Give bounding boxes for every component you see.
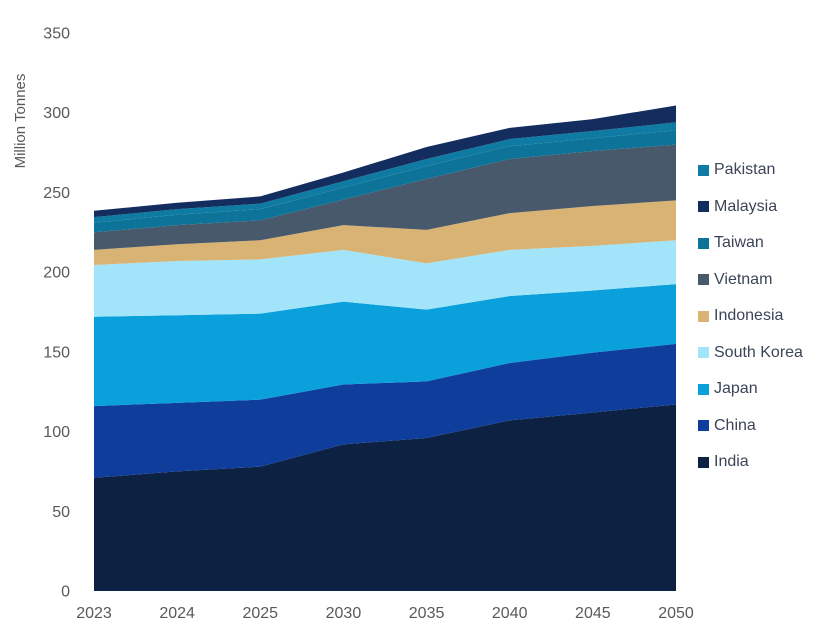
legend-label: Taiwan <box>714 234 764 252</box>
area-series-china <box>94 343 676 478</box>
area-series-taiwan <box>94 130 676 233</box>
area-series-india <box>94 404 676 591</box>
legend-label: Vietnam <box>714 270 773 288</box>
y-axis-tick-label: 250 <box>43 185 70 202</box>
legend-item-south-korea: South Korea <box>698 335 803 372</box>
legend-swatch-icon <box>698 383 709 395</box>
legend-label: South Korea <box>714 343 803 361</box>
legend-label: Indonesia <box>714 307 784 325</box>
y-axis-tick-label: 150 <box>43 344 70 361</box>
x-axis-tick-label: 2050 <box>658 605 694 622</box>
legend-label: Pakistan <box>714 161 776 179</box>
x-axis-tick-label: 2023 <box>76 605 112 622</box>
x-axis-tick-label: 2040 <box>492 605 528 622</box>
y-axis-tick-label: 0 <box>61 584 70 601</box>
legend-label: Malaysia <box>714 197 778 215</box>
area-series-malaysia <box>94 105 676 218</box>
area-series-japan <box>94 284 676 407</box>
x-axis-tick-label: 2024 <box>159 605 195 622</box>
chart-legend: Pakistan Malaysia Taiwan Vietnam Indonesia So… <box>698 152 803 481</box>
y-axis-tick-label: 350 <box>43 26 70 43</box>
legend-label: Japan <box>714 380 758 398</box>
y-axis-tick-label: 50 <box>52 504 70 521</box>
area-series-pakistan <box>94 122 676 223</box>
x-axis-tick-label: 2025 <box>242 605 278 622</box>
x-axis-tick-label: 2045 <box>575 605 611 622</box>
legend-item-taiwan: Taiwan <box>698 225 803 262</box>
legend-item-pakistan: Pakistan <box>698 152 803 189</box>
area-series-indonesia <box>94 200 676 265</box>
legend-swatch-icon <box>698 347 709 359</box>
area-series-south-korea <box>94 240 676 317</box>
y-axis-tick-label: 300 <box>43 105 70 122</box>
legend-swatch-icon <box>698 274 709 286</box>
y-axis-tick-label: 200 <box>43 265 70 282</box>
legend-swatch-icon <box>698 164 709 176</box>
legend-swatch-icon <box>698 420 709 432</box>
legend-item-indonesia: Indonesia <box>698 298 803 335</box>
area-series-vietnam <box>94 144 676 250</box>
x-axis-tick-label: 2030 <box>326 605 362 622</box>
legend-item-china: China <box>698 408 803 445</box>
x-axis-tick-label: 2035 <box>409 605 445 622</box>
legend-swatch-icon <box>698 310 709 322</box>
y-axis-title: Million Tonnes <box>12 73 29 169</box>
legend-item-vietnam: Vietnam <box>698 262 803 299</box>
legend-label: India <box>714 453 749 471</box>
legend-swatch-icon <box>698 237 709 249</box>
legend-item-japan: Japan <box>698 371 803 408</box>
legend-label: China <box>714 416 756 434</box>
legend-swatch-icon <box>698 456 709 468</box>
legend-swatch-icon <box>698 201 709 213</box>
y-axis-tick-label: 100 <box>43 424 70 441</box>
legend-item-malaysia: Malaysia <box>698 189 803 226</box>
legend-item-india: India <box>698 444 803 481</box>
